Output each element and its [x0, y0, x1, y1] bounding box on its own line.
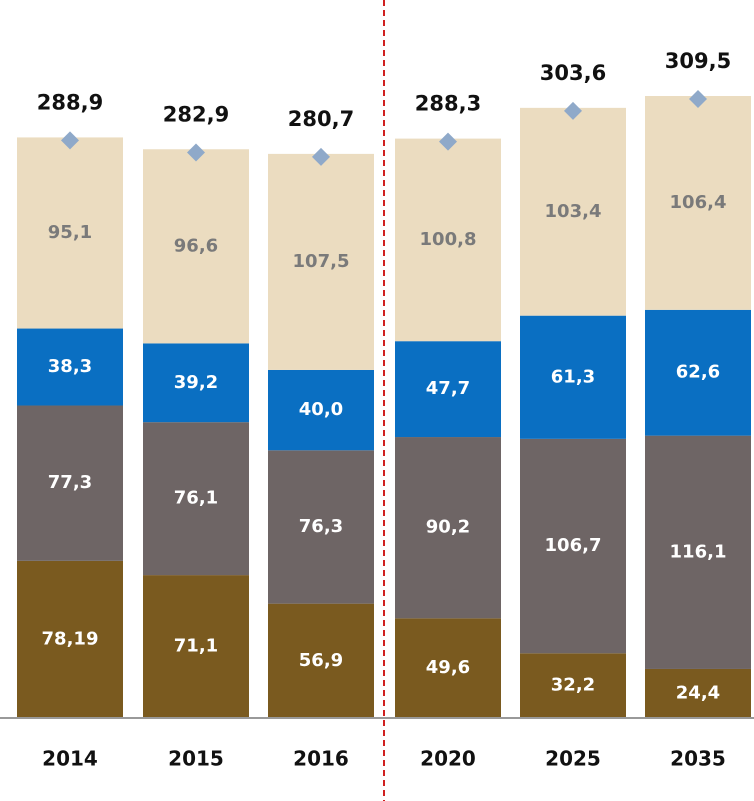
value-label: 47,7	[426, 378, 470, 399]
total-label: 282,9	[163, 102, 229, 126]
bar-segment	[395, 618, 501, 718]
value-label: 39,2	[174, 372, 218, 393]
value-label: 24,4	[676, 682, 720, 703]
value-label: 61,3	[551, 366, 595, 387]
bar-segment	[645, 96, 751, 310]
total-label: 280,7	[288, 107, 354, 131]
value-label: 71,1	[174, 636, 218, 657]
bar-segment	[645, 309, 751, 436]
x-tick-label: 2014	[42, 747, 98, 771]
bar-segment	[520, 653, 626, 718]
total-label: 288,9	[37, 90, 103, 114]
bar-segment	[17, 405, 123, 561]
total-marker	[61, 131, 79, 150]
bar-segment	[268, 603, 374, 718]
value-label: 103,4	[545, 201, 602, 222]
value-label: 76,1	[174, 488, 218, 509]
bar-segment	[395, 341, 501, 438]
total-marker	[439, 132, 457, 151]
total-label: 288,3	[415, 92, 481, 116]
value-label: 106,4	[670, 192, 727, 213]
value-label: 100,8	[420, 229, 477, 250]
bar-segment	[268, 450, 374, 604]
bar-segment	[17, 328, 123, 406]
total-label: 303,6	[540, 61, 606, 85]
x-tick-label: 2020	[420, 747, 476, 771]
bar-segment	[395, 437, 501, 619]
value-label: 40,0	[299, 399, 343, 420]
bar-segment	[645, 435, 751, 669]
bar-segment	[268, 369, 374, 451]
value-label: 106,7	[545, 535, 602, 556]
value-label: 62,6	[676, 362, 720, 383]
bar-segment	[143, 575, 249, 718]
total-label: 309,5	[665, 49, 731, 73]
bar-segment	[17, 137, 123, 329]
value-label: 76,3	[299, 516, 343, 537]
x-tick-label: 2025	[545, 747, 601, 771]
bar-segment	[17, 560, 123, 718]
bar-segment	[520, 107, 626, 316]
value-label: 56,9	[299, 650, 343, 671]
value-label: 77,3	[48, 472, 92, 493]
value-label: 95,1	[48, 222, 92, 243]
value-label: 38,3	[48, 356, 92, 377]
total-marker	[187, 143, 205, 162]
value-label: 90,2	[426, 517, 470, 538]
value-label: 96,6	[174, 235, 218, 256]
total-marker	[564, 101, 582, 120]
bar-segment	[520, 315, 626, 439]
bar-segment	[395, 138, 501, 342]
x-tick-label: 2016	[293, 747, 349, 771]
total-marker	[312, 147, 330, 166]
bar-segment	[143, 149, 249, 344]
bar-segment	[268, 153, 374, 370]
bar-segment	[143, 343, 249, 423]
bar-segment	[645, 668, 751, 718]
x-tick-label: 2035	[670, 747, 726, 771]
value-label: 49,6	[426, 657, 470, 678]
bar-segment	[143, 422, 249, 576]
value-label: 32,2	[551, 675, 595, 696]
bar-segment	[520, 438, 626, 654]
total-marker	[689, 90, 707, 108]
value-label: 78,19	[42, 628, 99, 649]
x-tick-label: 2015	[168, 747, 224, 771]
value-label: 116,1	[670, 541, 727, 562]
value-label: 107,5	[293, 251, 350, 272]
